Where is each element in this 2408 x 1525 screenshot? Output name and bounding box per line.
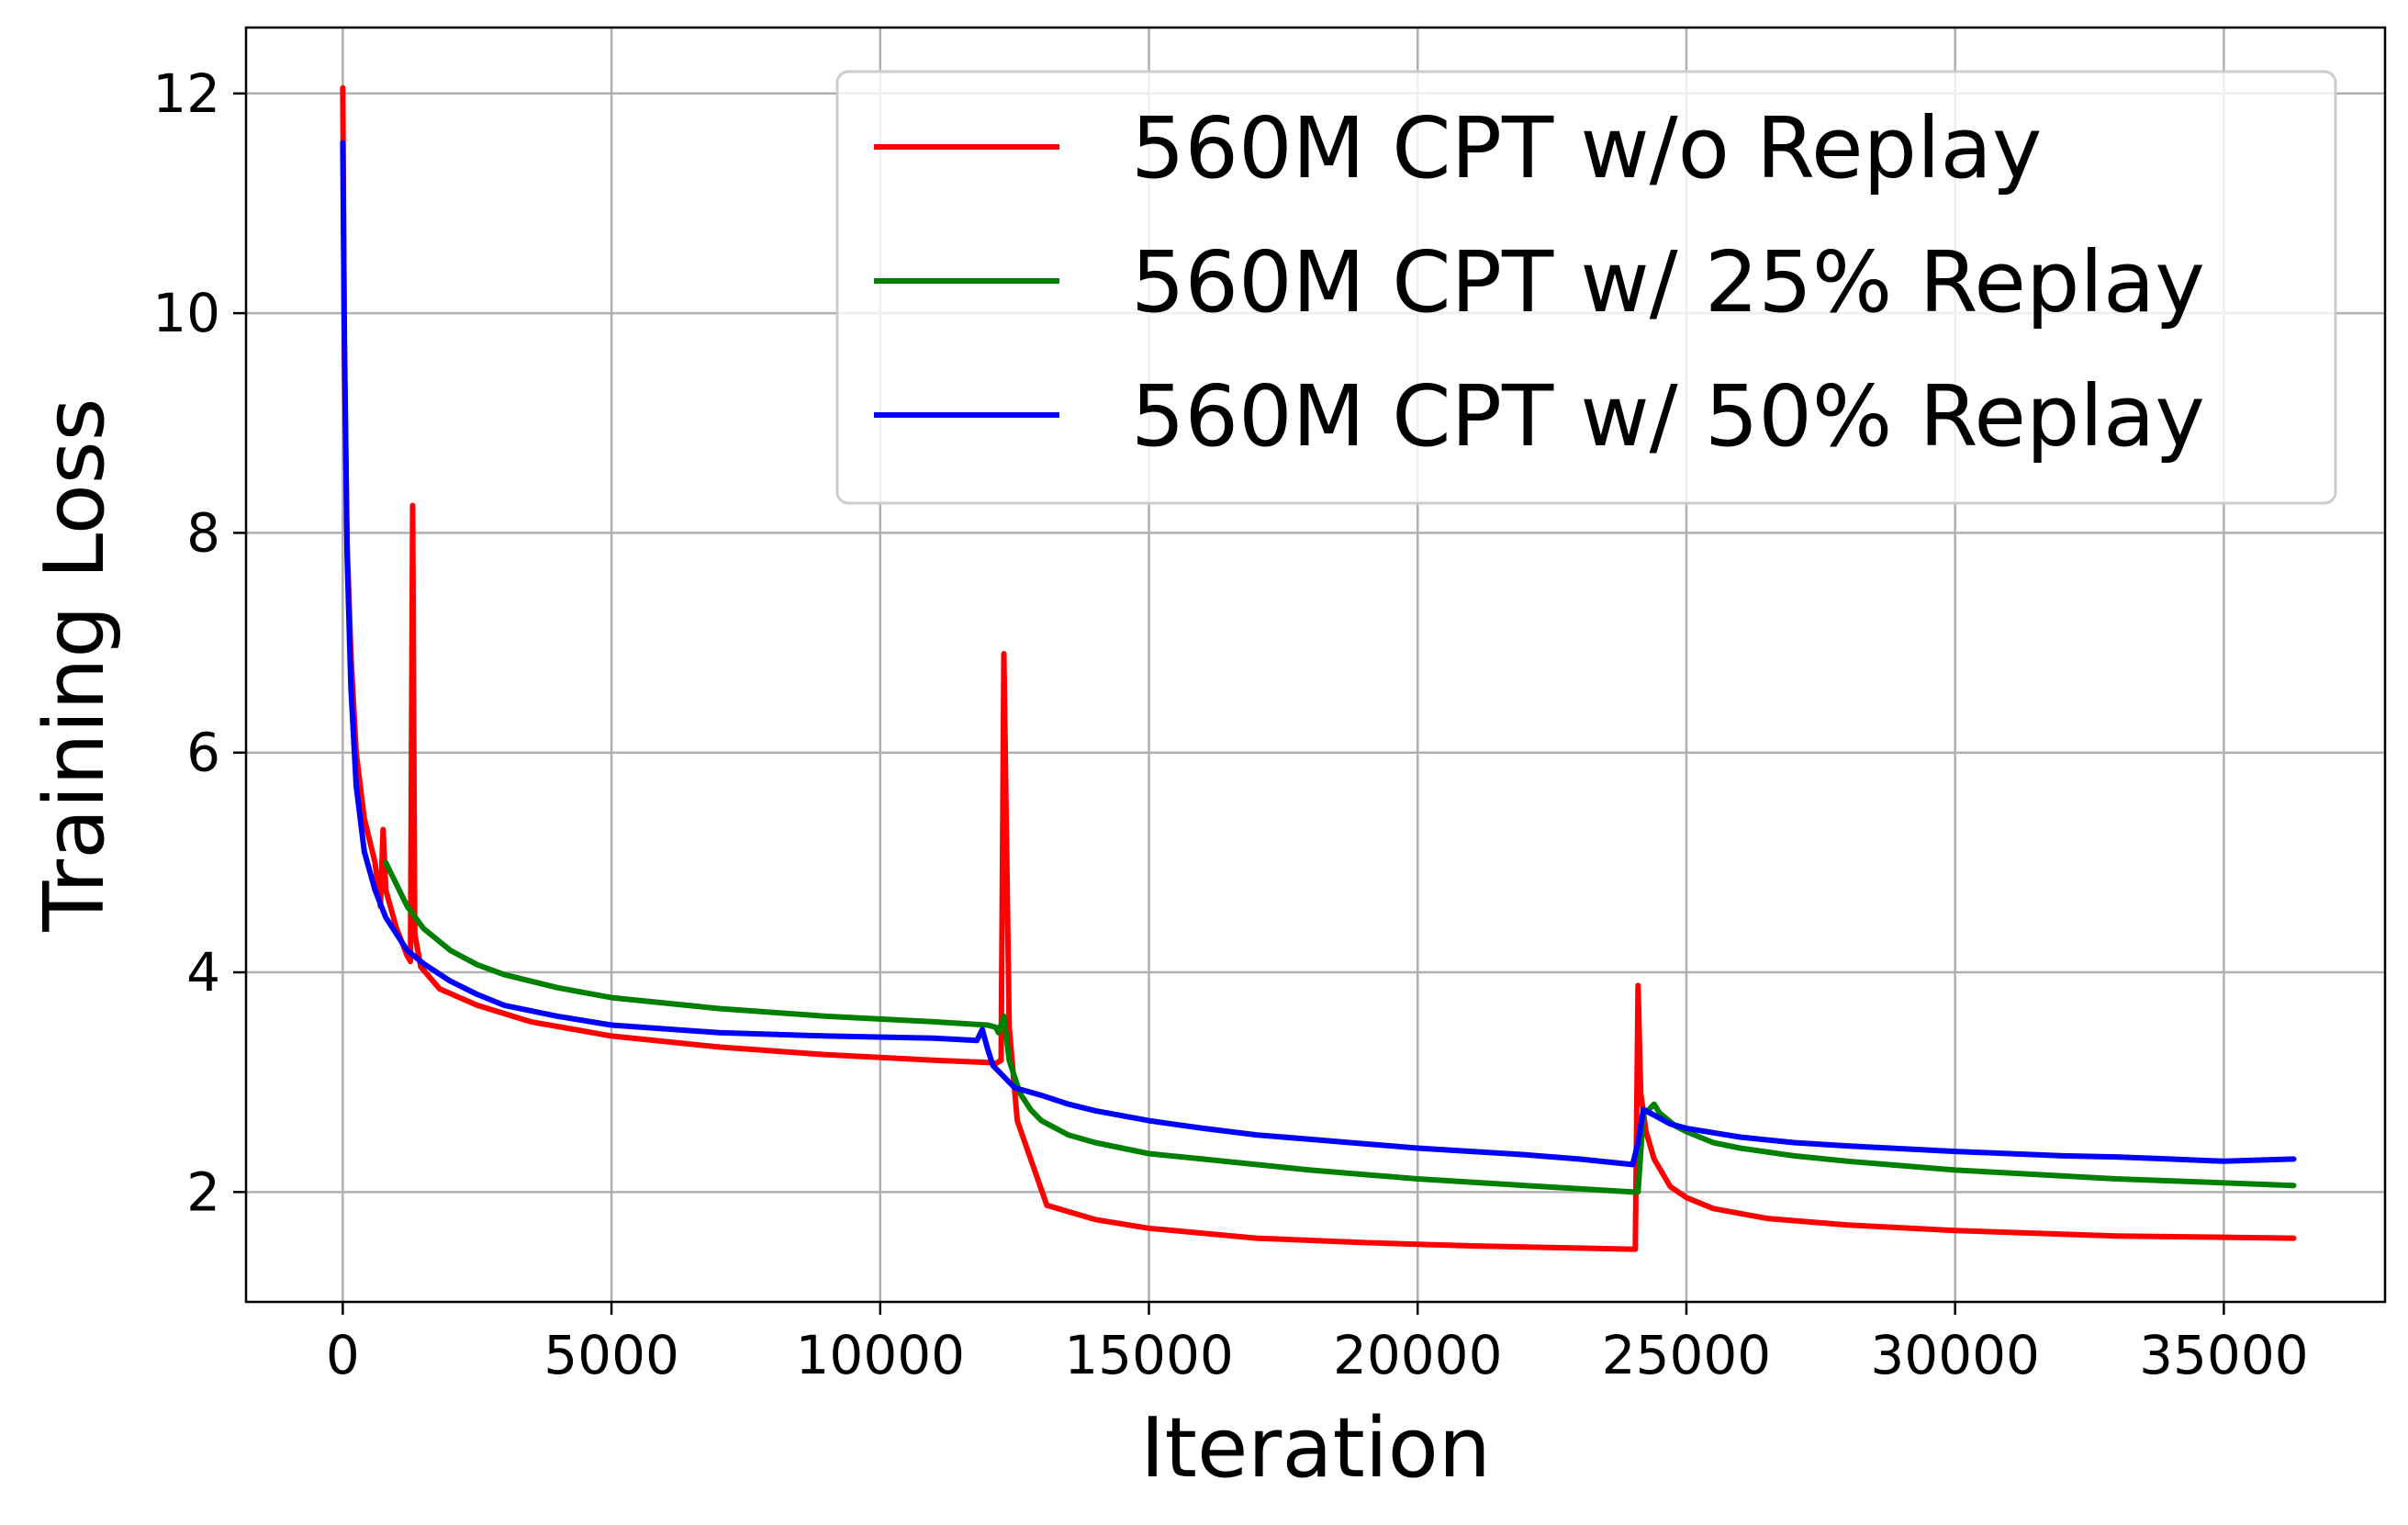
x-tick-label: 30000 <box>1870 1324 2040 1386</box>
y-tick-label: 4 <box>186 941 220 1004</box>
x-tick-label: 25000 <box>1602 1324 1772 1386</box>
series-line-1 <box>340 84 2297 1252</box>
x-tick-label: 35000 <box>2139 1324 2309 1386</box>
axis-ticks: 0 5000 10000 15000 20000 25000 30000 35000 2 4 6 8 1… <box>152 62 2308 1386</box>
x-tick-label: 15000 <box>1064 1324 1234 1386</box>
x-tick-label: 10000 <box>796 1324 966 1386</box>
x-tick-label: 20000 <box>1333 1324 1503 1386</box>
y-tick-label: 6 <box>186 722 220 784</box>
y-axis-title: Training Loss <box>27 398 123 932</box>
x-tick-label: 0 <box>326 1324 360 1386</box>
series-line-3 <box>340 140 2297 1168</box>
legend-label-1: 560M CPT w/o Replay <box>1131 99 2042 197</box>
legend-label-3: 560M CPT w/ 50% Replay <box>1131 367 2205 465</box>
legend-box <box>835 70 2337 505</box>
y-tick-label: 12 <box>152 62 220 125</box>
legend-label-2: 560M CPT w/ 25% Replay <box>1131 233 2205 331</box>
plot-frame <box>244 26 2387 1304</box>
x-axis-title: Iteration <box>1140 1400 1491 1497</box>
legend: 560M CPT w/o Replay 560M CPT w/ 25% Repla… <box>835 70 2337 505</box>
x-tick-label: 5000 <box>543 1324 679 1386</box>
y-tick-label: 2 <box>186 1161 220 1223</box>
y-tick-label: 8 <box>186 501 220 564</box>
series-lines <box>340 84 2297 1252</box>
y-tick-label: 10 <box>152 282 220 344</box>
